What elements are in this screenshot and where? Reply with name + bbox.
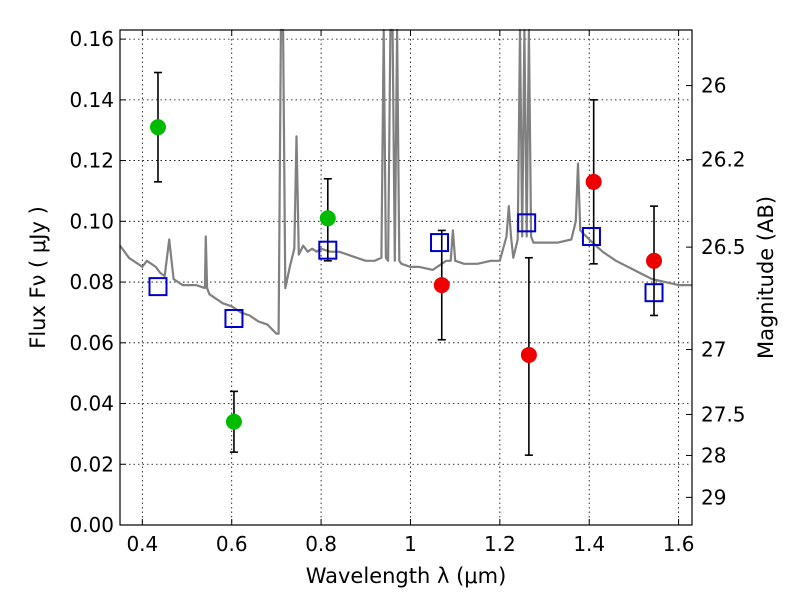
data-point <box>433 277 450 294</box>
x-axis-label: Wavelength λ (μm) <box>306 564 507 588</box>
data-point <box>319 210 336 227</box>
x-tick-label: 0.4 <box>126 532 158 556</box>
data-point <box>581 227 601 247</box>
y-tick-label: 0.10 <box>69 209 114 233</box>
right-tick-label: 29 <box>701 485 726 509</box>
plot-frame <box>119 29 693 526</box>
x-tick-label: 1.4 <box>573 532 605 556</box>
right-axis-label: Magnitude (AB) <box>754 196 778 359</box>
axis-ticks: 0.4 0.6 0.8 1 1.2 1.4 1.6 0.00 0.02 0.04 0.06 0.08 0… <box>69 27 745 556</box>
y-tick-label: 0.14 <box>69 88 114 112</box>
data-point <box>646 252 663 269</box>
data-point <box>225 413 242 430</box>
x-tick-label: 1 <box>404 532 417 556</box>
y-tick-label: 0.16 <box>69 27 114 51</box>
data-point <box>318 240 338 260</box>
data-point <box>520 346 537 363</box>
spectrum-line <box>119 28 692 335</box>
right-tick-label: 26.2 <box>701 148 746 172</box>
right-tick-label: 26 <box>701 74 726 98</box>
y-tick-label: 0.08 <box>69 270 114 294</box>
x-tick-label: 0.6 <box>216 532 248 556</box>
x-tick-label: 1.2 <box>484 532 516 556</box>
data-point <box>585 173 602 190</box>
y-tick-label: 0.12 <box>69 149 114 173</box>
data-point <box>148 277 168 297</box>
right-tick-label: 27 <box>701 337 726 361</box>
model-spectrum <box>119 28 692 335</box>
data-point <box>517 213 537 233</box>
right-tick-label: 26.5 <box>701 235 746 259</box>
right-tick-label: 27.5 <box>701 402 746 426</box>
grid-lines <box>120 30 692 525</box>
y-tick-label: 0.06 <box>69 331 114 355</box>
y-axis-label: Flux Fν ( μJy ) <box>26 206 50 349</box>
data-point <box>430 233 450 253</box>
y-tick-label: 0.04 <box>69 392 114 416</box>
y-tick-label: 0.00 <box>69 513 114 537</box>
x-tick-label: 0.8 <box>305 532 337 556</box>
data-point <box>149 119 166 136</box>
data-point <box>224 308 244 328</box>
data-point <box>644 283 664 303</box>
y-tick-label: 0.02 <box>69 452 114 476</box>
x-tick-label: 1.6 <box>663 532 695 556</box>
right-tick-label: 28 <box>701 443 726 467</box>
data-points <box>148 71 664 456</box>
